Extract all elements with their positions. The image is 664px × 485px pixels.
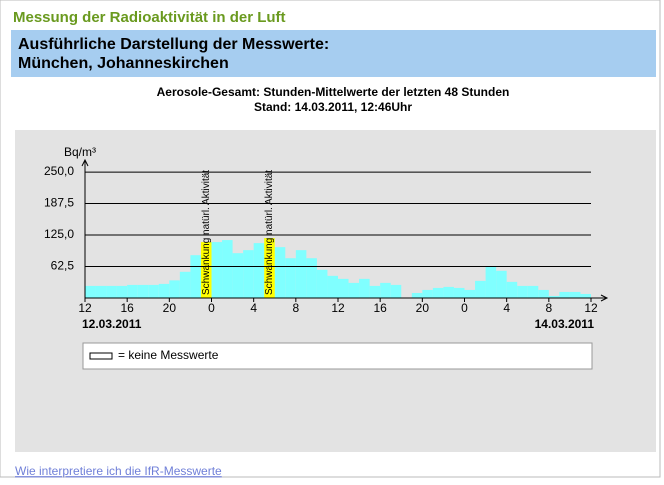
bar [432, 287, 444, 298]
bar [475, 280, 486, 298]
bar [453, 287, 465, 298]
bar [369, 285, 381, 298]
bar [443, 286, 454, 298]
x-tick-label: 12 [584, 301, 598, 315]
legend-icon [89, 352, 113, 360]
annotation-band [200, 242, 212, 298]
bar [380, 282, 391, 298]
x-tick-label: 16 [120, 301, 134, 315]
subheading: Ausführliche Darstellung der Messwerte: [18, 36, 329, 53]
subheading-box [11, 30, 656, 77]
x-tick-label: 4 [250, 301, 257, 315]
bar [116, 285, 128, 298]
subheading: München, Johanneskirchen [18, 55, 229, 72]
annotation-band [264, 238, 275, 298]
bar [85, 285, 96, 298]
bar [411, 292, 423, 298]
legend-text: = keine Messwerte [118, 348, 219, 362]
bar [548, 295, 560, 298]
x-tick-label: 0 [208, 301, 215, 315]
bar [222, 240, 233, 298]
bar [316, 269, 328, 298]
bar [327, 275, 338, 298]
bar [211, 242, 223, 298]
bar [338, 278, 349, 298]
bar [285, 258, 296, 298]
bar [538, 289, 549, 298]
x-tick-label: 12 [331, 301, 345, 315]
y-axis-arrow [81, 158, 89, 167]
y-tick-label: 187,5 [44, 196, 74, 210]
bar [506, 281, 518, 298]
annotation-text: Schwankung natürl. Aktivität [264, 170, 275, 295]
bar [390, 284, 402, 298]
x-tick-label: 8 [292, 301, 299, 315]
x-tick-label: 12 [78, 301, 92, 315]
bar [306, 258, 317, 298]
bar [274, 247, 286, 298]
x-tick-label: 20 [163, 301, 177, 315]
bar [517, 285, 528, 298]
x-tick-label: 4 [503, 301, 510, 315]
bar [464, 289, 476, 298]
legend-box [82, 342, 593, 370]
bar [169, 280, 180, 298]
bar [137, 284, 149, 298]
bar [253, 243, 265, 298]
x-tick-label: 8 [545, 301, 552, 315]
date-label: 14.03.2011 [535, 317, 595, 331]
plot: Schwankung natürl. Aktivität Schwankung n… [44, 145, 609, 331]
bar [422, 289, 433, 298]
bar [106, 285, 117, 298]
bar [559, 291, 570, 298]
bar [158, 283, 170, 298]
y-tick-label: 62,5 [51, 259, 75, 273]
bar [179, 271, 191, 298]
bar [295, 250, 307, 298]
y-tick-label: 125,0 [44, 227, 74, 241]
bar [232, 253, 244, 298]
y-axis-label: Bq/m³ [64, 145, 96, 159]
bar [580, 293, 591, 298]
x-tick-label: 16 [373, 301, 387, 315]
bar [527, 285, 539, 298]
x-tick-label: 20 [416, 301, 430, 315]
bar [127, 284, 138, 298]
bar [348, 282, 360, 298]
bar [359, 278, 370, 298]
bar [569, 291, 581, 298]
chart-subtitle: Stand: 14.03.2011, 12:46Uhr [254, 100, 412, 114]
page-heading: Messung der Radioaktivität in der Luft [13, 9, 286, 26]
bar [243, 250, 254, 298]
annotation-text: Schwankung natürl. Aktivität [201, 170, 212, 295]
bar [148, 284, 159, 298]
bar [496, 270, 507, 298]
date-label: 12.03.2011 [82, 317, 142, 331]
chart-title: Aerosole-Gesamt: Stunden-Mittelwerte der… [157, 85, 510, 99]
bar [485, 266, 497, 298]
bar [190, 255, 201, 298]
y-tick-label: 250,0 [44, 164, 74, 178]
x-tick-label: 0 [461, 301, 468, 315]
bar [95, 285, 107, 298]
help-link[interactable]: Wie interpretiere ich die IfR-Messwerte [15, 464, 222, 478]
x-axis-arrow [600, 294, 609, 302]
